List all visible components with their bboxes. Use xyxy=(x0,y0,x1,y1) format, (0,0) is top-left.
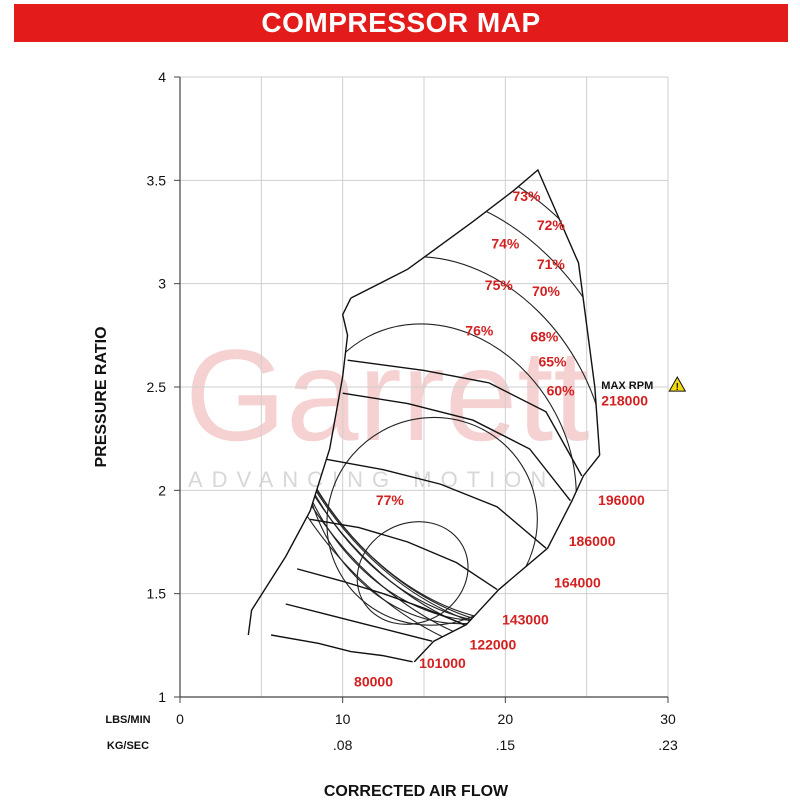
speed-label: 196000 xyxy=(598,492,645,508)
x-tick-label: 20 xyxy=(498,711,514,727)
speed-label: 186000 xyxy=(569,533,616,549)
chart-labels: 73% 72% 74% 71% 75% 70% 76% 68% 65% 60% 77% 80000 10… xyxy=(354,188,687,690)
x-axis-title: CORRECTED AIR FLOW xyxy=(324,783,509,800)
x-tick-label: .08 xyxy=(333,737,353,753)
speed-line xyxy=(326,458,547,549)
title-banner: COMPRESSOR MAP xyxy=(14,4,788,42)
y-tick-label: 3 xyxy=(158,276,166,292)
speed-line xyxy=(347,359,583,477)
efficiency-island xyxy=(356,521,469,625)
efficiency-label: 74% xyxy=(491,236,520,252)
efficiency-label: 77% xyxy=(376,492,405,508)
speed-label: 164000 xyxy=(554,574,601,590)
y-tick-label: 4 xyxy=(158,69,166,85)
speed-line xyxy=(342,392,571,502)
warning-icon xyxy=(668,376,687,392)
max-rpm-label: MAX RPM xyxy=(601,380,653,392)
efficiency-label: 75% xyxy=(485,277,514,293)
x-unit-label: KG/SEC xyxy=(107,740,149,752)
speed-label: 218000 xyxy=(601,393,648,409)
x-tick-label: .15 xyxy=(496,737,516,753)
y-tick-label: 3.5 xyxy=(147,172,167,188)
y-tick-label: 2 xyxy=(158,482,166,498)
speed-line xyxy=(296,568,465,626)
page-title: COMPRESSOR MAP xyxy=(261,7,541,38)
x-tick-label: 10 xyxy=(335,711,351,727)
efficiency-label: 76% xyxy=(465,322,494,338)
speed-label: 122000 xyxy=(470,636,517,652)
axes: 1 1.5 2 2.5 3 3.5 4 LBS/MIN 0 10 20 30 KG/SEC .08 .15.… xyxy=(93,69,678,800)
x-tick-label: 30 xyxy=(660,711,676,727)
efficiency-label: 72% xyxy=(537,217,566,233)
x-unit-label: LBS/MIN xyxy=(105,714,150,726)
watermark: Garrett ADVANCING MOTION xyxy=(185,322,590,492)
efficiency-label: 65% xyxy=(538,353,567,369)
speed-label: 80000 xyxy=(354,674,393,690)
speed-line xyxy=(270,634,413,663)
speed-line xyxy=(285,603,433,642)
y-axis-title: PRESSURE RATIO xyxy=(93,326,110,467)
efficiency-label: 60% xyxy=(547,382,576,398)
choke-line xyxy=(413,454,601,663)
y-tick-label: 1.5 xyxy=(147,586,167,602)
efficiency-label: 68% xyxy=(530,329,559,345)
x-tick-label: 0 xyxy=(176,711,184,727)
grid xyxy=(180,76,669,697)
warning-icon-mark: ! xyxy=(676,382,679,393)
y-tick-label: 1 xyxy=(158,689,166,705)
surge-line xyxy=(247,297,352,636)
efficiency-label: 73% xyxy=(512,188,541,204)
efficiency-label: 70% xyxy=(532,283,561,299)
speed-label: 143000 xyxy=(502,612,549,628)
speed-line xyxy=(350,168,601,456)
x-tick-label: .23 xyxy=(658,737,678,753)
y-tick-label: 2.5 xyxy=(147,379,167,395)
speed-line xyxy=(310,518,498,591)
speed-label: 101000 xyxy=(419,655,466,671)
watermark-brand: Garrett xyxy=(185,322,590,468)
efficiency-label: 71% xyxy=(537,256,566,272)
watermark-tagline: ADVANCING MOTION xyxy=(188,467,555,492)
